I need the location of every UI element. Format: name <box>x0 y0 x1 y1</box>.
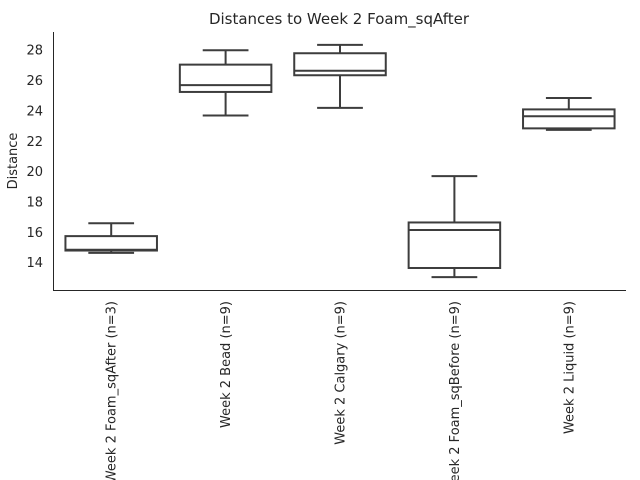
iqr-box <box>178 63 273 93</box>
y-tick-labels: 14 16 18 20 22 24 26 28 <box>26 44 43 271</box>
y-tick-label: 20 <box>26 165 43 180</box>
y-axis-label: Distance <box>6 133 21 190</box>
box-4 <box>407 175 502 279</box>
x-tick-label: Week 2 Liquid (n=9) <box>562 301 577 434</box>
boxes-group <box>64 43 616 279</box>
y-tick-label: 24 <box>26 104 43 119</box>
x-tick-label: Week 2 Foam_sqAfter (n=3) <box>105 301 120 480</box>
chart-title: Distances to Week 2 Foam_sqAfter <box>209 10 470 29</box>
y-tick-label: 28 <box>26 44 43 59</box>
y-tick-label: 14 <box>26 256 43 271</box>
box-1 <box>64 222 158 254</box>
box-5 <box>522 97 616 131</box>
y-tick-label: 16 <box>26 226 43 241</box>
y-tick-label: 26 <box>26 74 43 89</box>
x-tick-label: Week 2 Bead (n=9) <box>219 301 234 428</box>
iqr-box <box>64 235 158 252</box>
iqr-box <box>522 108 616 130</box>
iqr-box <box>293 52 387 77</box>
box-2 <box>178 49 273 117</box>
box-3 <box>293 43 387 109</box>
x-tick-labels: Week 2 Foam_sqAfter (n=3) Week 2 Bead (n=… <box>105 301 578 480</box>
y-tick-label: 18 <box>26 195 43 210</box>
x-tick-label: Week 2 Foam_sqBefore (n=9) <box>448 301 463 480</box>
x-tick-label: Week 2 Calgary (n=9) <box>334 301 349 445</box>
y-tick-label: 22 <box>26 135 43 150</box>
